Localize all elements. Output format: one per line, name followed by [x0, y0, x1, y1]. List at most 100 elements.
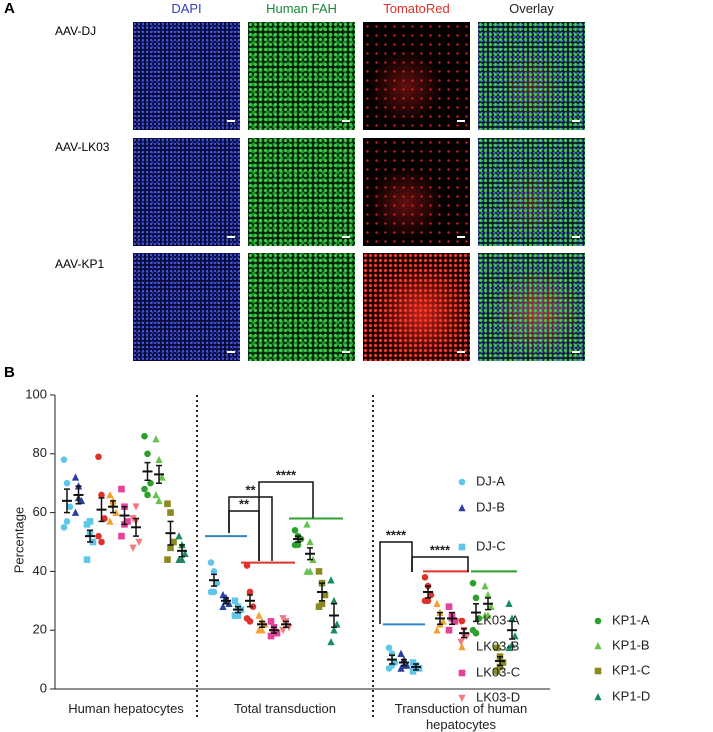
legend-marker — [458, 543, 466, 551]
data-point — [170, 538, 177, 546]
significance-label: ** — [239, 496, 250, 511]
data-point — [155, 455, 163, 463]
panel-label: A — [4, 0, 15, 17]
legend-label: KP1-B — [612, 637, 650, 652]
significance-label: **** — [430, 542, 451, 557]
data-point — [475, 615, 483, 622]
data-point — [472, 629, 480, 637]
data-point — [472, 594, 480, 602]
data-point — [141, 485, 148, 493]
data-point — [164, 556, 171, 563]
data-point — [255, 611, 263, 619]
data-point — [106, 491, 114, 499]
legend-marker — [458, 643, 466, 651]
data-point — [210, 568, 218, 575]
data-point — [95, 532, 102, 540]
data-point — [144, 450, 151, 458]
data-point — [207, 559, 215, 566]
micrograph — [248, 138, 355, 246]
column-header: TomatoRed — [383, 1, 450, 16]
micrograph — [363, 138, 470, 246]
data-point — [213, 579, 221, 587]
legend-label: LK03-A — [476, 612, 520, 627]
data-point — [234, 612, 242, 619]
data-point — [258, 626, 266, 634]
data-point — [95, 453, 102, 461]
data-point — [106, 517, 114, 525]
significance-bracket — [379, 541, 413, 624]
data-point — [493, 668, 501, 675]
data-point — [315, 568, 323, 575]
data-point — [246, 588, 254, 596]
micrograph — [133, 138, 240, 246]
data-point — [385, 644, 393, 652]
data-point — [303, 520, 311, 528]
significance-bracket — [411, 556, 469, 572]
data-point — [63, 518, 71, 525]
data-point — [433, 599, 441, 608]
significance-label: **** — [276, 467, 297, 482]
data-point — [499, 659, 507, 666]
data-point — [178, 555, 186, 563]
data-point — [71, 473, 80, 481]
data-point — [181, 549, 189, 558]
significance-label: **** — [386, 527, 407, 542]
data-point — [164, 500, 171, 508]
row-label: AAV-DJ — [55, 24, 97, 38]
data-point — [267, 618, 275, 625]
data-point — [98, 538, 105, 546]
data-point — [484, 611, 492, 619]
data-point — [83, 556, 91, 563]
data-point — [505, 599, 513, 608]
data-point — [132, 503, 140, 511]
data-point — [118, 485, 125, 493]
x-category-label: Human hepatocytes — [68, 701, 184, 716]
data-point — [152, 491, 160, 499]
legend-marker — [594, 642, 602, 650]
legend-marker — [458, 617, 466, 625]
data-point — [321, 591, 329, 599]
panel-label: B — [4, 364, 15, 381]
data-point — [86, 518, 94, 525]
row-label: AAV-LK03 — [55, 140, 110, 154]
micrograph — [478, 22, 585, 130]
y-axis-label: Percentage — [11, 507, 26, 574]
data-point — [98, 491, 105, 499]
y-tick-label: 100 — [25, 386, 47, 401]
legend-marker — [594, 693, 602, 701]
legend-marker — [458, 694, 466, 702]
data-point — [63, 479, 71, 487]
data-point — [327, 638, 335, 646]
data-point — [291, 526, 299, 534]
legend-label: KP1-D — [612, 688, 650, 703]
data-point — [496, 663, 504, 671]
significance-bracket — [258, 481, 314, 561]
data-point — [457, 638, 465, 646]
y-tick-label: 20 — [33, 622, 47, 637]
legend-label: LK03-C — [476, 664, 520, 679]
y-tick-label: 60 — [33, 504, 47, 519]
column-header: DAPI — [171, 1, 202, 16]
data-point — [144, 491, 151, 499]
data-point — [445, 626, 453, 634]
y-tick-label: 40 — [33, 563, 47, 578]
legend-label: KP1-C — [612, 662, 650, 677]
data-point — [101, 515, 108, 522]
data-point — [158, 473, 166, 481]
data-point — [210, 588, 218, 596]
data-point — [424, 597, 432, 605]
data-point — [484, 590, 492, 599]
x-category-label: Transduction of human hepatocytes — [394, 701, 528, 732]
data-point — [433, 626, 441, 634]
data-point — [318, 600, 326, 608]
micrograph — [478, 138, 585, 246]
data-point — [409, 668, 417, 675]
legend-marker — [594, 667, 602, 675]
data-point — [397, 649, 405, 658]
data-point — [152, 435, 160, 443]
data-point — [508, 640, 516, 649]
data-point — [66, 503, 74, 511]
micrograph — [478, 253, 585, 361]
legend-marker — [458, 504, 466, 512]
